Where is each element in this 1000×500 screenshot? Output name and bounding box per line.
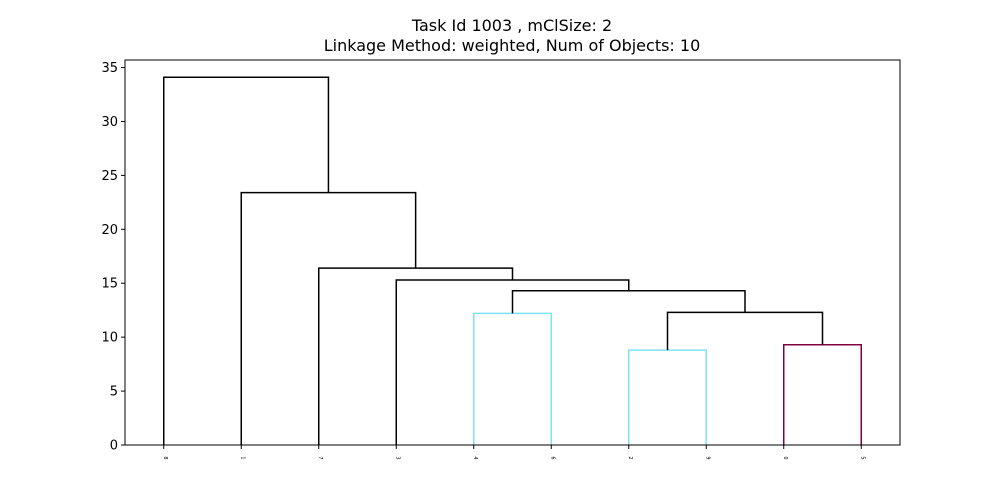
- dendrogram-link-2: [628, 349, 707, 445]
- plot-area-frame: [124, 59, 901, 446]
- y-tick-label-20: 20: [101, 223, 118, 238]
- leaf-label-8: 8: [162, 456, 168, 459]
- y-axis: 0 5 10 15 20 25 30 35: [101, 61, 125, 454]
- dendrogram-link-9: [163, 76, 330, 445]
- dendrogram-link-1: [473, 312, 552, 445]
- leaf-label-1: 1: [239, 456, 245, 459]
- y-tick-label-25: 25: [101, 169, 118, 184]
- chart-title-line-2: Linkage Method: weighted, Num of Objects…: [324, 36, 701, 55]
- dendrogram-link-7: [318, 267, 514, 445]
- y-tick-label-5: 5: [110, 385, 118, 400]
- y-tick-label-30: 30: [101, 115, 118, 130]
- y-tick-label-35: 35: [101, 61, 118, 76]
- leaf-label-2: 2: [627, 456, 633, 459]
- dendrogram-link-3: [783, 343, 862, 445]
- leaf-label-5: 5: [859, 456, 865, 459]
- dendrogram-links: [163, 76, 862, 445]
- x-axis: 8 1 7 3 4 6 2 9 0 5: [162, 445, 865, 460]
- dendrogram-link-5: [511, 290, 746, 314]
- leaf-label-0: 0: [782, 456, 788, 459]
- dendrogram-link-4: [666, 311, 824, 351]
- y-tick-label-15: 15: [101, 277, 118, 292]
- chart-title-line-1: Task Id 1003 , mClSize: 2: [411, 16, 612, 35]
- leaf-label-4: 4: [472, 456, 478, 459]
- y-tick-label-10: 10: [101, 331, 118, 346]
- leaf-label-7: 7: [317, 456, 323, 459]
- leaf-label-9: 9: [704, 456, 710, 459]
- dendrogram-link-8: [240, 191, 417, 445]
- y-tick-label-0: 0: [110, 439, 118, 454]
- leaf-label-3: 3: [394, 456, 400, 459]
- leaf-label-6: 6: [549, 456, 555, 459]
